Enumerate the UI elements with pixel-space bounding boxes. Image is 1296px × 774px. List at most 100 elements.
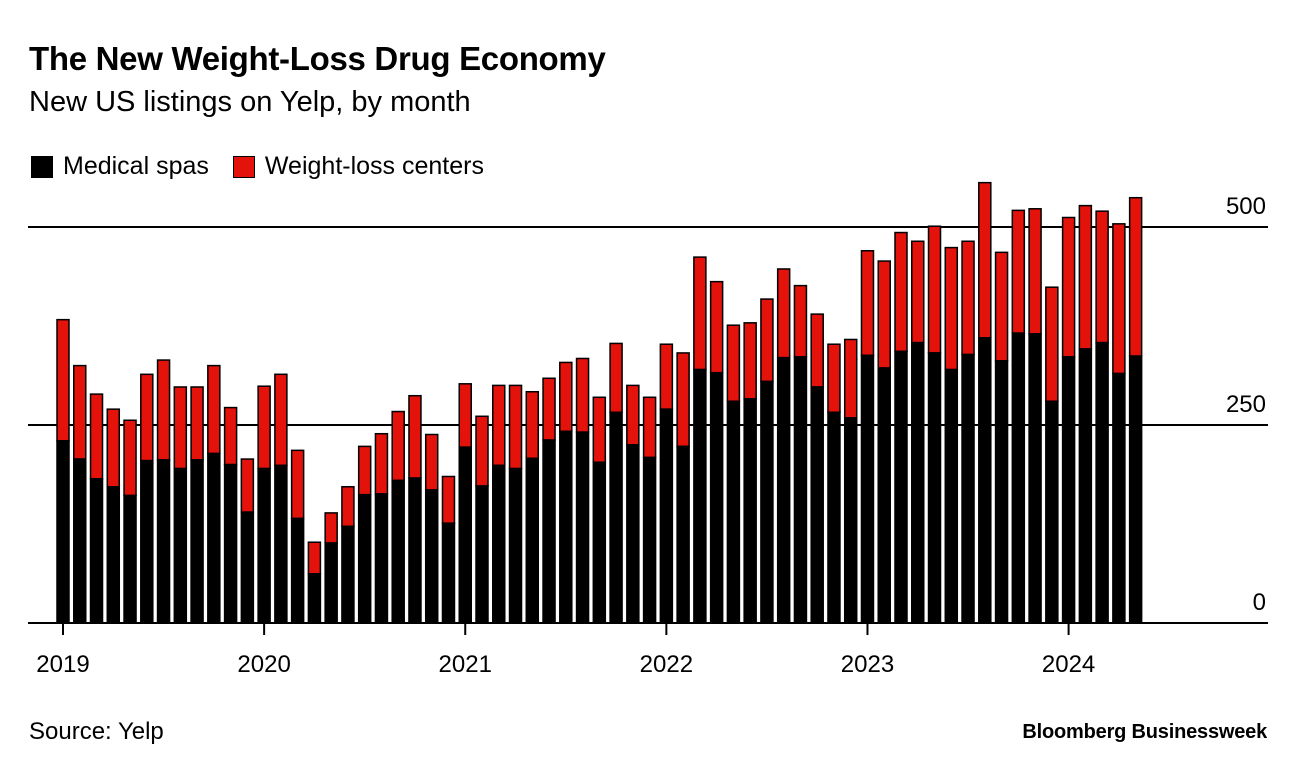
bar-medical-spas-2022-06 bbox=[743, 398, 757, 624]
bar-medical-spas-2023-02 bbox=[877, 367, 891, 624]
bar-weight-loss-centers-2021-03 bbox=[492, 384, 506, 467]
bar-weight-loss-centers-2019-12 bbox=[240, 458, 255, 513]
bar-medical-spas-2023-10 bbox=[1011, 332, 1026, 624]
bar-weight-loss-centers-2021-02 bbox=[475, 415, 489, 487]
bar-weight-loss-centers-2024-01 bbox=[1061, 216, 1076, 358]
x-tick-label-2020: 2020 bbox=[237, 651, 290, 678]
bar-medical-spas-2022-05 bbox=[726, 400, 741, 624]
bar-weight-loss-centers-2019-11 bbox=[223, 406, 238, 466]
bar-medical-spas-2020-08 bbox=[374, 493, 389, 624]
x-tick-label-2024: 2024 bbox=[1042, 651, 1095, 678]
chart-subtitle: New US listings on Yelp, by month bbox=[29, 86, 471, 118]
bar-medical-spas-2021-06 bbox=[542, 439, 556, 624]
bar-medical-spas-2019-04 bbox=[106, 486, 121, 624]
brand-logo: Bloomberg Businessweek bbox=[1022, 721, 1267, 743]
bar-weight-loss-centers-2022-10 bbox=[810, 313, 824, 388]
bar-weight-loss-centers-2022-02 bbox=[676, 352, 690, 448]
bar-weight-loss-centers-2022-12 bbox=[843, 338, 858, 419]
bar-weight-loss-centers-2019-03 bbox=[89, 393, 104, 480]
bar-weight-loss-centers-2022-11 bbox=[827, 343, 841, 414]
x-axis bbox=[28, 622, 1268, 635]
bar-medical-spas-2020-10 bbox=[408, 477, 422, 624]
bar-weight-loss-centers-2019-09 bbox=[190, 386, 204, 461]
bar-medical-spas-2023-11 bbox=[1028, 333, 1042, 624]
y-tick-label-500: 500 bbox=[1226, 193, 1266, 220]
bar-weight-loss-centers-2019-05 bbox=[123, 419, 137, 497]
bar-weight-loss-centers-2023-03 bbox=[894, 231, 908, 353]
bar-medical-spas-2022-09 bbox=[793, 356, 808, 624]
bar-weight-loss-centers-2023-04 bbox=[911, 240, 925, 344]
bar-weight-loss-centers-2021-06 bbox=[542, 377, 556, 441]
bar-weight-loss-centers-2022-03 bbox=[693, 256, 707, 371]
bar-medical-spas-2021-08 bbox=[575, 431, 590, 624]
bar-medical-spas-2022-03 bbox=[693, 368, 707, 624]
bar-weight-loss-centers-2020-10 bbox=[408, 394, 422, 479]
bar-weight-loss-centers-2022-01 bbox=[659, 343, 674, 410]
bar-medical-spas-2021-02 bbox=[475, 485, 489, 624]
bar-weight-loss-centers-2023-09 bbox=[994, 251, 1009, 362]
bar-medical-spas-2024-01 bbox=[1061, 356, 1076, 624]
legend-swatch-weight-loss-centers bbox=[232, 155, 255, 178]
bar-weight-loss-centers-2023-10 bbox=[1011, 209, 1026, 334]
bar-weight-loss-centers-2020-12 bbox=[441, 475, 456, 524]
bars bbox=[56, 181, 1143, 624]
bar-medical-spas-2023-07 bbox=[961, 353, 975, 624]
bar-medical-spas-2020-07 bbox=[357, 493, 372, 624]
bar-medical-spas-2020-01 bbox=[257, 467, 271, 624]
bar-weight-loss-centers-2024-03 bbox=[1095, 210, 1109, 344]
bar-medical-spas-2021-12 bbox=[642, 456, 657, 624]
bar-medical-spas-2023-12 bbox=[1045, 400, 1059, 624]
bar-weight-loss-centers-2021-04 bbox=[508, 384, 523, 470]
tick-labels: 0 250 500 2019 2020 2021 2022 2023 2024 bbox=[36, 193, 1266, 678]
bar-medical-spas-2022-12 bbox=[843, 417, 858, 624]
bar-medical-spas-2023-08 bbox=[978, 337, 992, 624]
bar-weight-loss-centers-2019-10 bbox=[207, 364, 221, 455]
bar-medical-spas-2020-02 bbox=[274, 464, 288, 624]
bar-weight-loss-centers-2022-05 bbox=[726, 324, 741, 402]
legend-label-weight-loss-centers: Weight-loss centers bbox=[264, 152, 484, 180]
legend-item-weight-loss-centers: Weight-loss centers bbox=[232, 152, 484, 181]
bar-medical-spas-2021-10 bbox=[609, 411, 623, 624]
bar-weight-loss-centers-2023-08 bbox=[978, 181, 992, 339]
bar-weight-loss-centers-2021-05 bbox=[525, 390, 540, 460]
bar-weight-loss-centers-2021-10 bbox=[609, 342, 623, 414]
bar-weight-loss-centers-2024-02 bbox=[1078, 204, 1093, 350]
x-tick-label-2022: 2022 bbox=[640, 651, 693, 678]
bar-weight-loss-centers-2024-05 bbox=[1128, 196, 1143, 357]
bar-medical-spas-2022-04 bbox=[709, 371, 724, 624]
bar-weight-loss-centers-2021-01 bbox=[458, 383, 472, 448]
bar-medical-spas-2020-12 bbox=[441, 522, 456, 624]
bar-medical-spas-2023-05 bbox=[927, 352, 942, 624]
bar-weight-loss-centers-2022-04 bbox=[709, 280, 724, 374]
x-tick-label-2021: 2021 bbox=[439, 651, 492, 678]
legend: Medical spas Weight-loss centers bbox=[31, 152, 508, 181]
bar-medical-spas-2024-04 bbox=[1112, 372, 1126, 624]
x-tick-label-2023: 2023 bbox=[841, 651, 894, 678]
bar-medical-spas-2023-09 bbox=[994, 360, 1009, 624]
bar-weight-loss-centers-2019-06 bbox=[140, 373, 154, 462]
bar-medical-spas-2019-09 bbox=[190, 459, 204, 624]
bar-medical-spas-2021-03 bbox=[492, 464, 506, 624]
bar-medical-spas-2020-04 bbox=[307, 573, 322, 624]
bar-weight-loss-centers-2020-07 bbox=[357, 445, 372, 496]
source-note: Source: Yelp bbox=[29, 718, 164, 745]
bar-weight-loss-centers-2019-04 bbox=[106, 408, 121, 488]
bar-medical-spas-2022-01 bbox=[659, 408, 674, 624]
bar-weight-loss-centers-2021-08 bbox=[575, 357, 590, 433]
bar-medical-spas-2021-05 bbox=[525, 457, 540, 624]
bar-medical-spas-2022-07 bbox=[760, 380, 774, 624]
bar-medical-spas-2020-05 bbox=[324, 542, 338, 624]
bar-weight-loss-centers-2024-04 bbox=[1112, 223, 1126, 375]
bar-weight-loss-centers-2023-07 bbox=[961, 240, 975, 356]
bar-medical-spas-2020-03 bbox=[290, 517, 305, 624]
bar-medical-spas-2019-08 bbox=[173, 467, 188, 624]
bar-weight-loss-centers-2020-02 bbox=[274, 373, 288, 467]
bar-medical-spas-2020-06 bbox=[341, 525, 355, 624]
bar-medical-spas-2023-06 bbox=[944, 368, 959, 624]
bar-weight-loss-centers-2021-07 bbox=[559, 361, 573, 433]
bar-weight-loss-centers-2023-02 bbox=[877, 260, 891, 369]
bar-medical-spas-2020-11 bbox=[424, 489, 439, 624]
bar-medical-spas-2019-01 bbox=[56, 440, 70, 624]
bar-weight-loss-centers-2022-07 bbox=[760, 298, 774, 383]
bar-weight-loss-centers-2019-07 bbox=[156, 359, 171, 461]
